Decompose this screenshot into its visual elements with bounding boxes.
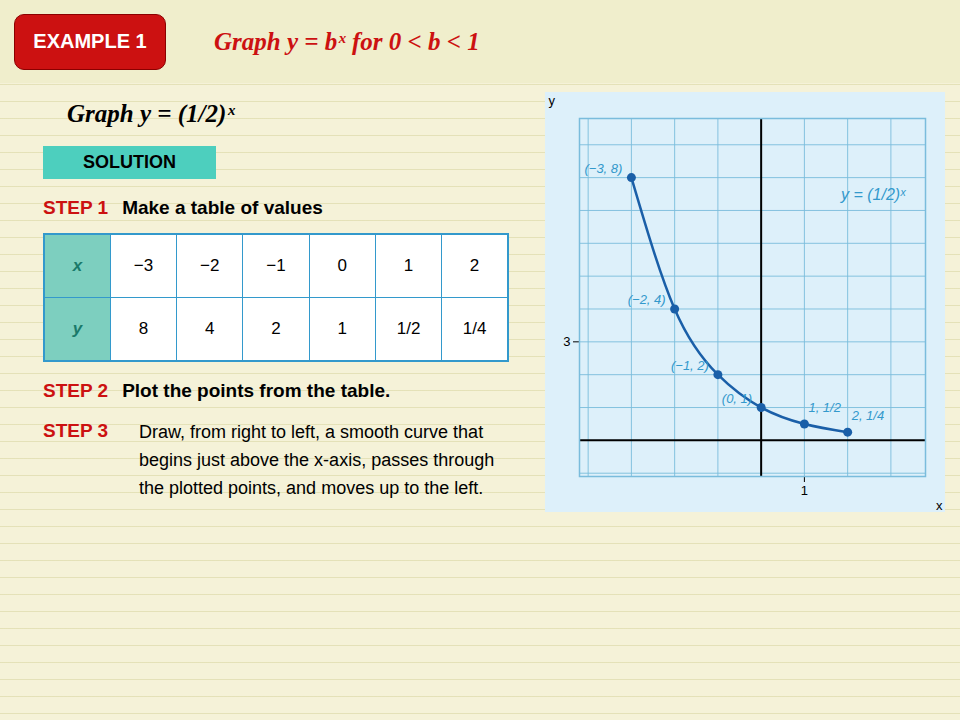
html-text:STEP 3: STEP 3 [43,420,109,441]
html-text:−2: −2 [200,256,220,275]
svg-text:(−1, 2): (−1, 2) [671,358,709,373]
html-text:y: y [72,319,83,338]
svg-text:(−3, 8): (−3, 8) [584,161,622,176]
html-text:the plotted points, and moves: the plotted points, and moves up to the … [139,478,484,498]
html-text:8: 8 [138,319,149,338]
html-text:−3: −3 [133,256,154,275]
svg-text:y: y [549,93,556,108]
svg-text:1, 1/2: 1, 1/2 [808,400,841,415]
html-text:1: 1 [403,256,414,275]
html-text:STEP 1: STEP 1 [43,197,109,218]
html-text:Plot the points from the table: Plot the points from the table. [122,380,391,401]
html-text:STEP 2: STEP 2 [43,380,109,401]
svg-text:2, 1/4: 2, 1/4 [851,408,885,423]
svg-text:(−2, 4): (−2, 4) [628,292,666,307]
html-text:−1: −1 [266,256,286,275]
html-text:EXAMPLE 1: EXAMPLE 1 [33,30,147,52]
svg-text:3: 3 [563,334,570,349]
html-text:4: 4 [205,319,215,338]
html-text:2: 2 [271,319,281,338]
html-text:1/4: 1/4 [462,319,487,338]
svg-text:y = (1/2)ˣ: y = (1/2)ˣ [840,186,907,203]
svg-text:(0, 1): (0, 1) [722,391,752,406]
html-text:begins just above the x-axis,: begins just above the x-axis, passes thr… [139,450,495,470]
html-text:Make a table of values: Make a table of values [122,197,323,218]
html-text:SOLUTION: SOLUTION [83,152,176,172]
html-text:2: 2 [469,256,480,275]
html-text:Graph y = bˣ for 0 < b < 1: Graph y = bˣ for 0 < b < 1 [214,27,480,55]
svg-text:1: 1 [801,483,808,498]
html-text:1: 1 [337,319,347,338]
svg-text:x: x [936,498,943,513]
html-text:1/2: 1/2 [396,319,421,338]
html-text:x: x [72,256,83,275]
html-text:Graph y = (1/2)ˣ: Graph y = (1/2)ˣ [67,100,235,127]
html-text:Draw, from right to left, a sm: Draw, from right to left, a smooth curve… [139,422,484,442]
html-text:0: 0 [337,256,347,275]
